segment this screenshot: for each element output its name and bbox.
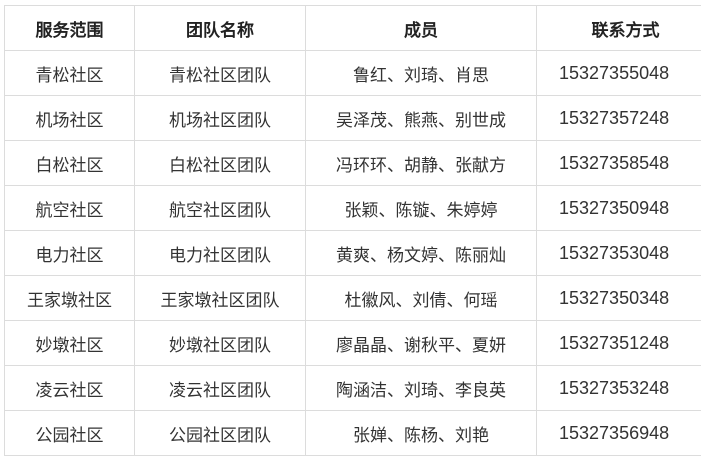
cell-service-area: 妙墩社区 [4,320,135,366]
cell-contact: 15327353048 [536,230,701,276]
cell-service-area: 白松社区 [4,140,135,186]
cell-service-area: 凌云社区 [4,365,135,411]
cell-service-area: 航空社区 [4,185,135,231]
table-row: 白松社区 白松社区团队 冯环环、胡静、张献方 15327358548 [4,140,701,186]
cell-members: 张颖、陈镟、朱婷婷 [305,185,537,231]
cell-team-name: 青松社区团队 [134,50,306,96]
cell-team-name: 公园社区团队 [134,410,306,456]
cell-service-area: 公园社区 [4,410,135,456]
cell-service-area: 机场社区 [4,95,135,141]
cell-members: 廖晶晶、谢秋平、夏妍 [305,320,537,366]
cell-members: 杜徽风、刘倩、何瑶 [305,275,537,321]
table-row: 电力社区 电力社区团队 黄爽、杨文婷、陈丽灿 15327353048 [4,230,701,276]
cell-team-name: 妙墩社区团队 [134,320,306,366]
cell-contact: 15327350948 [536,185,701,231]
header-contact: 联系方式 [536,5,701,51]
table-row: 青松社区 青松社区团队 鲁红、刘琦、肖思 15327355048 [4,50,701,96]
table-row: 妙墩社区 妙墩社区团队 廖晶晶、谢秋平、夏妍 15327351248 [4,320,701,366]
cell-members: 冯环环、胡静、张献方 [305,140,537,186]
cell-service-area: 王家墩社区 [4,275,135,321]
cell-service-area: 电力社区 [4,230,135,276]
cell-team-name: 凌云社区团队 [134,365,306,411]
cell-contact: 15327353248 [536,365,701,411]
cell-contact: 15327356948 [536,410,701,456]
cell-members: 陶涵洁、刘琦、李良英 [305,365,537,411]
header-members: 成员 [305,5,537,51]
cell-members: 鲁红、刘琦、肖思 [305,50,537,96]
cell-team-name: 电力社区团队 [134,230,306,276]
cell-contact: 15327350348 [536,275,701,321]
cell-contact: 15327351248 [536,320,701,366]
table-row: 机场社区 机场社区团队 吴泽茂、熊燕、别世成 15327357248 [4,95,701,141]
cell-team-name: 王家墩社区团队 [134,275,306,321]
table-row: 公园社区 公园社区团队 张婵、陈杨、刘艳 15327356948 [4,410,701,456]
community-team-table: 服务范围 团队名称 成员 联系方式 青松社区 青松社区团队 鲁红、刘琦、肖思 1532735… [4,5,701,456]
cell-team-name: 机场社区团队 [134,95,306,141]
header-row: 服务范围 团队名称 成员 联系方式 [4,5,701,51]
cell-contact: 15327355048 [536,50,701,96]
cell-contact: 15327357248 [536,95,701,141]
table-row: 王家墩社区 王家墩社区团队 杜徽风、刘倩、何瑶 15327350348 [4,275,701,321]
cell-contact: 15327358548 [536,140,701,186]
header-service-area: 服务范围 [4,5,135,51]
table-row: 航空社区 航空社区团队 张颖、陈镟、朱婷婷 15327350948 [4,185,701,231]
cell-team-name: 航空社区团队 [134,185,306,231]
cell-members: 黄爽、杨文婷、陈丽灿 [305,230,537,276]
cell-team-name: 白松社区团队 [134,140,306,186]
cell-service-area: 青松社区 [4,50,135,96]
table-row: 凌云社区 凌云社区团队 陶涵洁、刘琦、李良英 15327353248 [4,365,701,411]
header-team-name: 团队名称 [134,5,306,51]
cell-members: 吴泽茂、熊燕、别世成 [305,95,537,141]
cell-members: 张婵、陈杨、刘艳 [305,410,537,456]
